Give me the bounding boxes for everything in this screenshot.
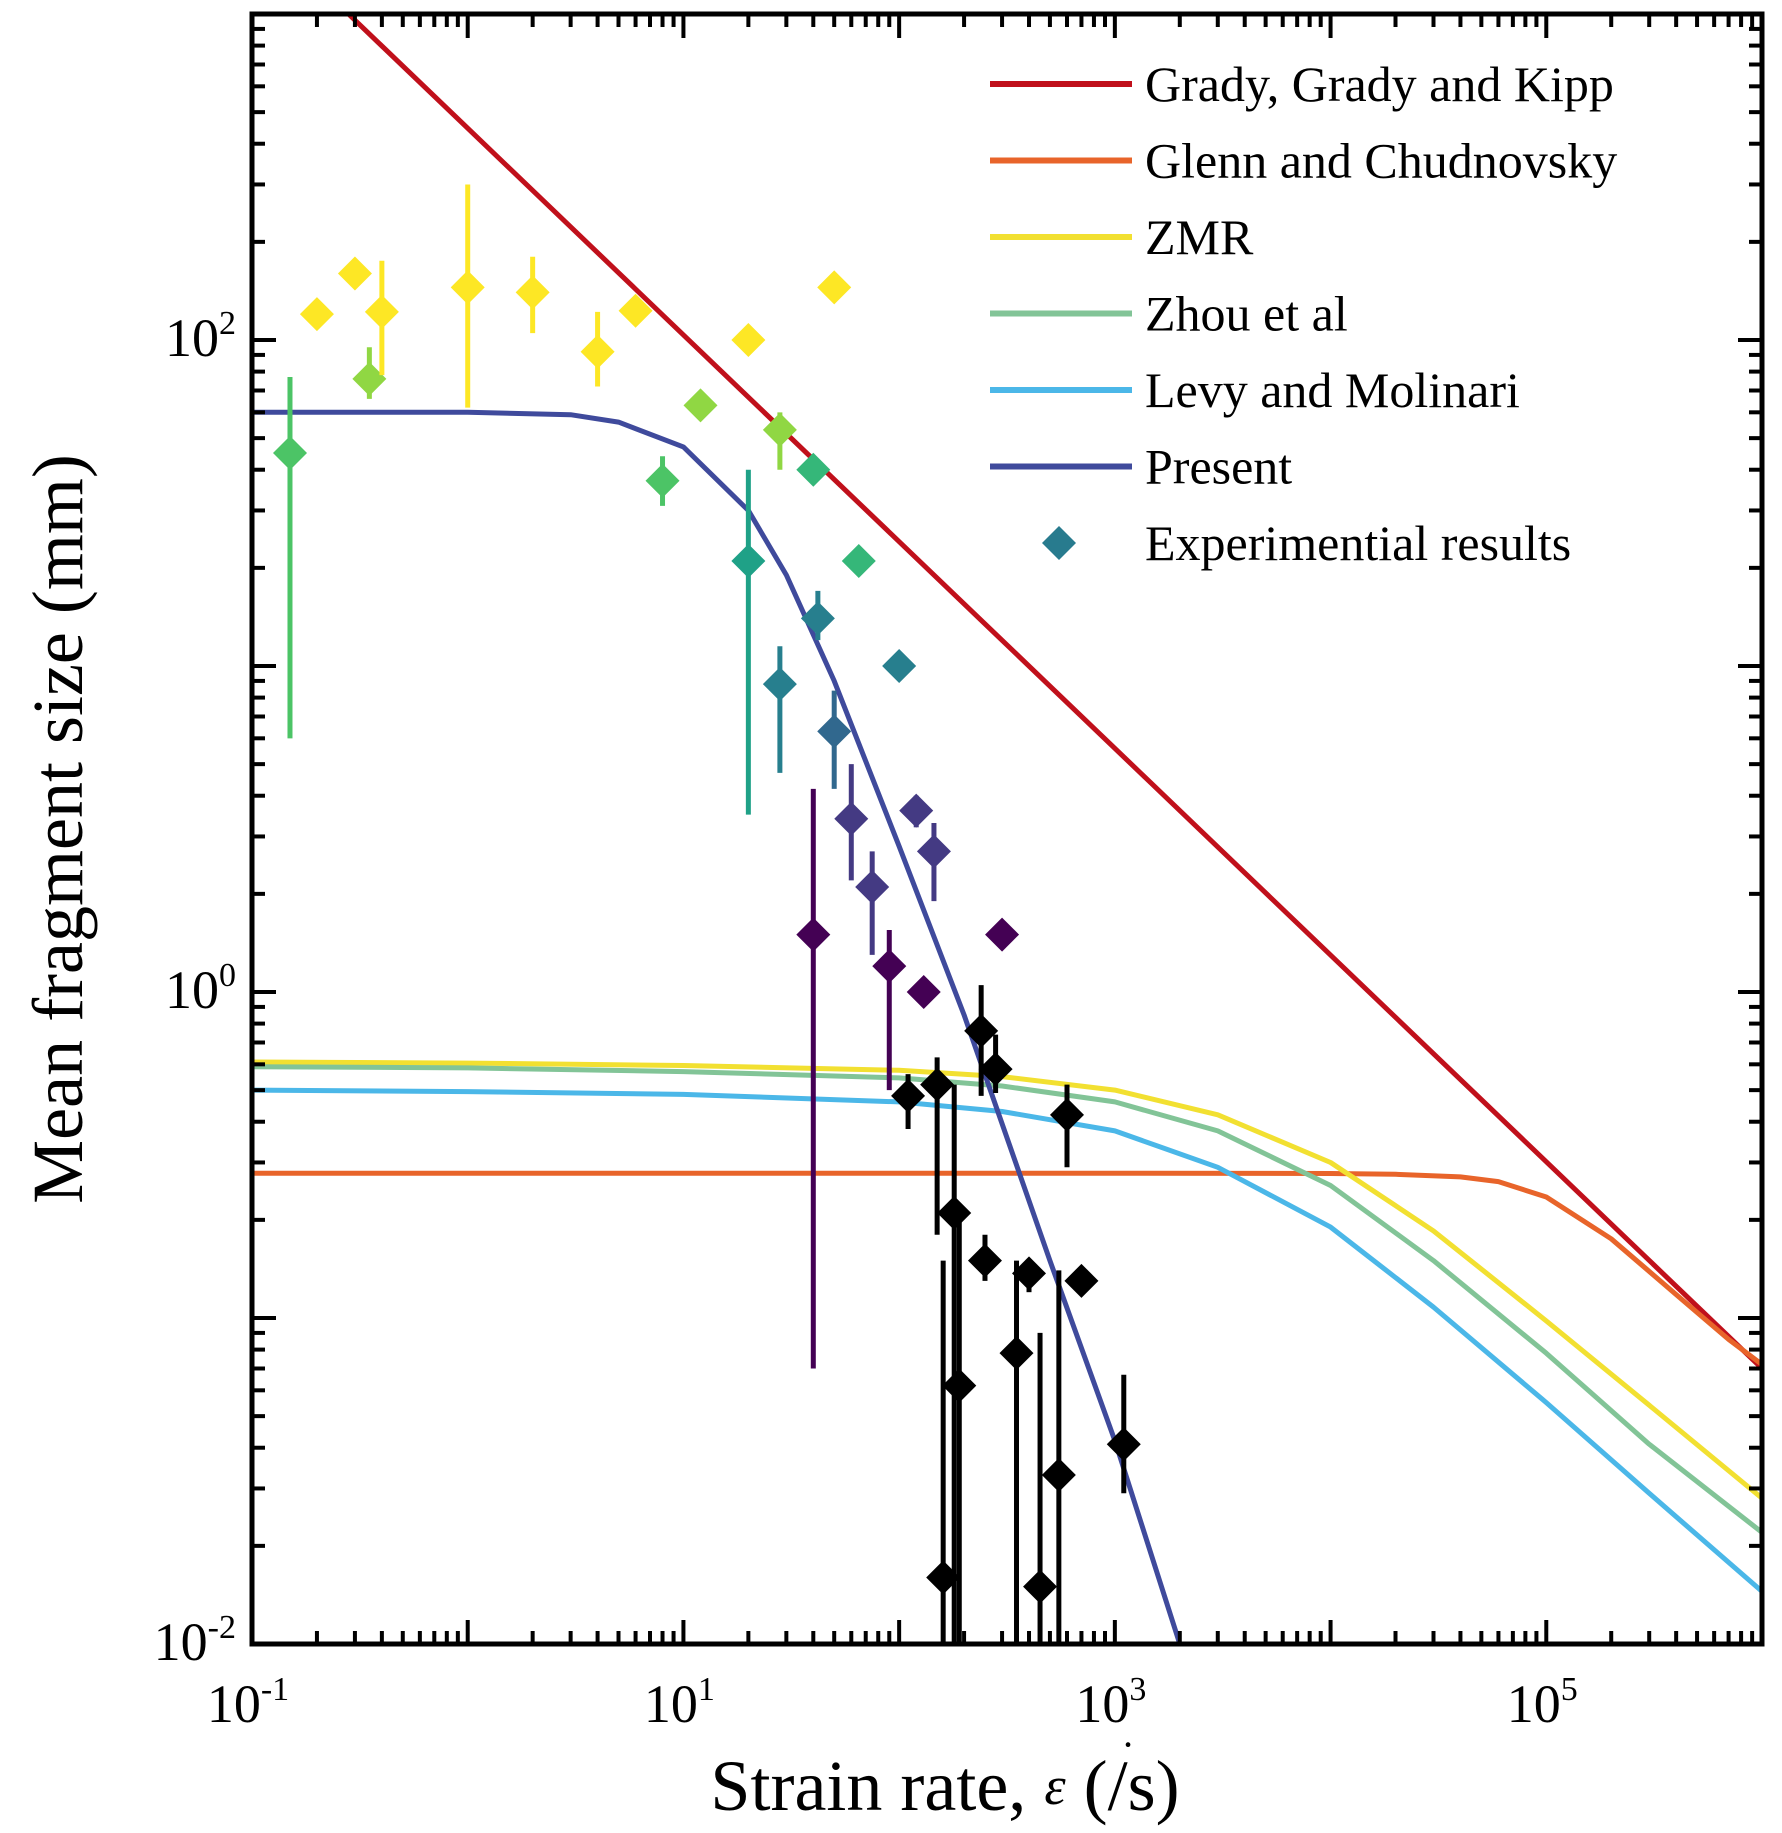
data-point [450, 270, 485, 305]
plot-frame [249, 11, 1765, 1647]
tick-label-exponent: 3 [1129, 1671, 1146, 1708]
strain-rate-dot: · [1121, 1722, 1134, 1767]
data-point [1012, 1256, 1047, 1291]
data-point [817, 270, 852, 305]
data-point [1106, 1427, 1141, 1462]
x-tick-label: 10-1 [207, 1671, 289, 1734]
data-point [800, 601, 835, 636]
tick-label-exponent: 5 [1561, 1671, 1578, 1708]
data-point [967, 1243, 1002, 1278]
data-point [299, 297, 334, 332]
data-point [964, 1013, 999, 1048]
data-point [942, 1368, 977, 1403]
tick-label-base: 10 [1507, 1674, 1561, 1734]
data-point [920, 1067, 955, 1102]
data-point [906, 975, 941, 1009]
data-point [899, 793, 934, 828]
data-point [731, 323, 766, 357]
data-point [337, 256, 372, 291]
series-line-zmr [252, 1059, 1762, 1501]
series-lines [252, 14, 1762, 1644]
data-point [364, 294, 399, 329]
series-line-grady-grady-and-kipp [346, 14, 1762, 1371]
axis-ticks [250, 14, 1762, 1646]
legend-label: ZMR [1145, 209, 1254, 265]
data-point [618, 293, 653, 328]
legend-label: Zhou et al [1145, 286, 1348, 342]
legend-label: Grady, Grady and Kipp [1145, 56, 1614, 112]
data-point [683, 388, 718, 423]
data-point [1041, 1457, 1076, 1492]
scatter-points [272, 184, 1141, 1644]
data-point [999, 1336, 1034, 1371]
tick-label-base: 10 [154, 1612, 208, 1672]
x-axis-title: Strain rate, ε (/s) [710, 1746, 1179, 1826]
data-point [762, 412, 797, 447]
tick-label-exponent: 1 [698, 1671, 715, 1708]
data-point [1064, 1263, 1099, 1298]
data-point [796, 917, 831, 952]
data-point [796, 452, 831, 487]
data-point [352, 361, 387, 396]
data-point [916, 834, 951, 869]
legend-label: Levy and Molinari [1145, 362, 1520, 418]
data-point [937, 1195, 972, 1230]
data-point [855, 869, 890, 904]
x-tick-label: 105 [1507, 1671, 1578, 1734]
strain-rate-symbol: ε [1044, 1756, 1066, 1816]
x-tick-label: 101 [644, 1671, 715, 1734]
data-point [841, 543, 876, 578]
data-point [731, 543, 766, 578]
tick-label-base: 10 [1075, 1674, 1129, 1734]
legend: Grady, Grady and Kipp Glenn and Chudnovsk… [990, 56, 1617, 571]
data-point [762, 667, 797, 702]
legend-label: Glenn and Chudnovsky [1145, 133, 1617, 189]
plot-area [252, 14, 1762, 1644]
tick-label-exponent: -1 [261, 1671, 289, 1708]
tick-label-exponent: 0 [219, 957, 236, 994]
data-point [1023, 1569, 1058, 1604]
series-line-present [252, 409, 1183, 1644]
series-line-zhou-et-al [252, 1064, 1762, 1535]
series-line-glenn-and-chudnovsky [252, 1170, 1762, 1367]
data-point [272, 436, 307, 471]
tick-label-base: 10 [165, 960, 219, 1020]
tick-label-exponent: 2 [219, 305, 236, 342]
data-point [645, 463, 680, 498]
legend-swatch-marker [1042, 526, 1076, 560]
y-axis-title: Mean fragment size (mm) [18, 454, 98, 1204]
data-point [580, 334, 615, 369]
tick-label-base: 10 [644, 1674, 698, 1734]
data-point [515, 275, 550, 310]
data-point [891, 1078, 926, 1113]
tick-label-base: 10 [207, 1674, 261, 1734]
data-point [882, 649, 917, 683]
data-point [926, 1560, 961, 1595]
y-tick-label: 102 [165, 305, 236, 368]
data-point [1050, 1097, 1085, 1132]
data-point [985, 917, 1020, 952]
y-tick-label: 10-2 [154, 1609, 236, 1672]
data-point [978, 1052, 1013, 1087]
data-point [834, 801, 869, 836]
data-point [872, 949, 907, 984]
data-point [817, 714, 852, 749]
legend-label: Experimential results [1145, 515, 1571, 571]
tick-label-exponent: -2 [208, 1609, 236, 1646]
y-tick-label: 100 [165, 957, 236, 1020]
tick-label-base: 10 [165, 308, 219, 368]
x-tick-label: 103 [1075, 1671, 1146, 1734]
series-line-levy-and-molinari [252, 1087, 1762, 1594]
legend-label: Present [1145, 439, 1292, 495]
